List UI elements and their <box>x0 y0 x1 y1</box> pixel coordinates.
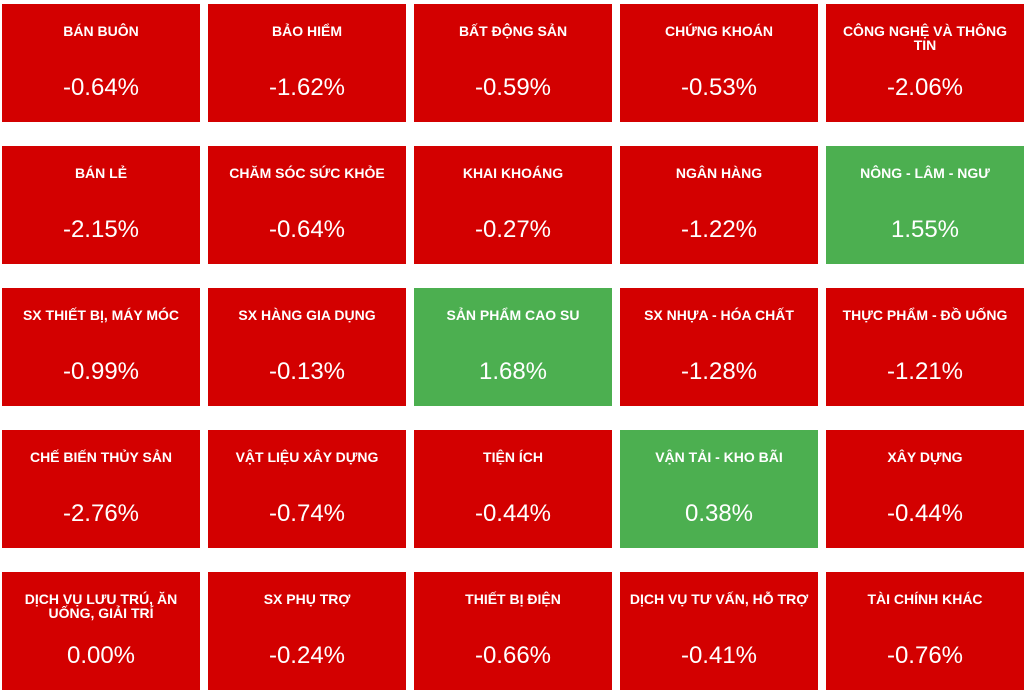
sector-name: THỰC PHẨM - ĐỒ UỐNG <box>842 307 1008 323</box>
sector-name: NÔNG - LÂM - NGƯ <box>860 165 990 181</box>
sector-change: -0.74% <box>268 500 346 527</box>
sector-name: TIỆN ÍCH <box>483 449 543 465</box>
sector-change: -0.66% <box>474 642 552 669</box>
sector-change: -1.62% <box>268 74 346 101</box>
sector-change: -0.13% <box>268 358 346 385</box>
sector-tile[interactable]: BẤT ĐỘNG SẢN -0.59% <box>414 4 612 122</box>
sector-name: XÂY DỰNG <box>887 449 963 465</box>
sector-change: 1.55% <box>890 216 960 243</box>
sector-change: 1.68% <box>478 358 548 385</box>
sector-change: -0.76% <box>886 642 964 669</box>
sector-tile[interactable]: SX THIẾT BỊ, MÁY MÓC -0.99% <box>2 288 200 406</box>
sector-tile[interactable]: THỰC PHẨM - ĐỒ UỐNG -1.21% <box>826 288 1024 406</box>
sector-name: CHẾ BIẾN THỦY SẢN <box>29 449 173 465</box>
sector-name: BÁN BUÔN <box>63 23 139 39</box>
sector-change: -1.22% <box>680 216 758 243</box>
sector-name: DỊCH VỤ LƯU TRÚ, ĂN UỐNG, GIẢI TRÍ <box>24 591 178 621</box>
sector-name: DỊCH VỤ TƯ VẤN, HỖ TRỢ <box>629 591 809 607</box>
sector-name: BẤT ĐỘNG SẢN <box>458 23 568 39</box>
sector-change: -2.76% <box>62 500 140 527</box>
sector-tile[interactable]: NÔNG - LÂM - NGƯ 1.55% <box>826 146 1024 264</box>
sector-change: -0.64% <box>268 216 346 243</box>
sector-change: -0.64% <box>62 74 140 101</box>
sector-tile[interactable]: SX HÀNG GIA DỤNG -0.13% <box>208 288 406 406</box>
sector-name: VẬT LIỆU XÂY DỰNG <box>235 449 379 465</box>
sector-name: SX NHỰA - HÓA CHẤT <box>644 307 794 323</box>
sector-tile[interactable]: CHĂM SÓC SỨC KHỎE -0.64% <box>208 146 406 264</box>
sector-name: TÀI CHÍNH KHÁC <box>867 591 983 607</box>
sector-tile[interactable]: VẬT LIỆU XÂY DỰNG -0.74% <box>208 430 406 548</box>
sector-name: CHỨNG KHOÁN <box>664 23 774 39</box>
sector-tile[interactable]: TIỆN ÍCH -0.44% <box>414 430 612 548</box>
sector-tile[interactable]: NGÂN HÀNG -1.22% <box>620 146 818 264</box>
sector-tile[interactable]: XÂY DỰNG -0.44% <box>826 430 1024 548</box>
sector-change: -0.41% <box>680 642 758 669</box>
sector-tile[interactable]: TÀI CHÍNH KHÁC -0.76% <box>826 572 1024 690</box>
sector-name: SX PHỤ TRỢ <box>263 591 351 607</box>
sector-change: -0.27% <box>474 216 552 243</box>
sector-change: -0.44% <box>474 500 552 527</box>
sector-tile[interactable]: VẬN TẢI - KHO BÃI 0.38% <box>620 430 818 548</box>
sector-change: -0.44% <box>886 500 964 527</box>
sector-change: 0.38% <box>684 500 754 527</box>
sector-tile[interactable]: KHAI KHOÁNG -0.27% <box>414 146 612 264</box>
sector-change: -2.06% <box>886 74 964 101</box>
sector-name: BẢO HIỂM <box>272 23 342 39</box>
sector-change: -1.28% <box>680 358 758 385</box>
sector-change: -1.21% <box>886 358 964 385</box>
sector-change: -0.53% <box>680 74 758 101</box>
sector-name: KHAI KHOÁNG <box>462 165 564 181</box>
sector-name: BÁN LẺ <box>74 165 128 181</box>
sector-name: SẢN PHẨM CAO SU <box>446 307 580 323</box>
sector-name: VẬN TẢI - KHO BÃI <box>655 449 783 465</box>
sector-name: THIẾT BỊ ĐIỆN <box>465 591 561 607</box>
sector-name: CÔNG NGHỆ VÀ THÔNG TIN <box>842 23 1008 53</box>
sector-tile[interactable]: CÔNG NGHỆ VÀ THÔNG TIN -2.06% <box>826 4 1024 122</box>
sector-name: NGÂN HÀNG <box>675 165 763 181</box>
sector-change: -0.24% <box>268 642 346 669</box>
sector-tile[interactable]: BẢO HIỂM -1.62% <box>208 4 406 122</box>
sector-change: -0.99% <box>62 358 140 385</box>
sector-tile[interactable]: CHỨNG KHOÁN -0.53% <box>620 4 818 122</box>
sector-change: -0.59% <box>474 74 552 101</box>
sector-tile[interactable]: SX PHỤ TRỢ -0.24% <box>208 572 406 690</box>
sector-change: 0.00% <box>66 642 136 669</box>
sector-tile[interactable]: CHẾ BIẾN THỦY SẢN -2.76% <box>2 430 200 548</box>
sector-tile[interactable]: SẢN PHẨM CAO SU 1.68% <box>414 288 612 406</box>
sector-name: CHĂM SÓC SỨC KHỎE <box>229 165 385 181</box>
sector-tile[interactable]: SX NHỰA - HÓA CHẤT -1.28% <box>620 288 818 406</box>
sector-tile[interactable]: DỊCH VỤ LƯU TRÚ, ĂN UỐNG, GIẢI TRÍ 0.00% <box>2 572 200 690</box>
sector-change: -2.15% <box>62 216 140 243</box>
sector-tile[interactable]: THIẾT BỊ ĐIỆN -0.66% <box>414 572 612 690</box>
sector-tile[interactable]: BÁN LẺ -2.15% <box>2 146 200 264</box>
sector-tile[interactable]: BÁN BUÔN -0.64% <box>2 4 200 122</box>
sector-name: SX HÀNG GIA DỤNG <box>238 307 376 323</box>
sector-name: SX THIẾT BỊ, MÁY MÓC <box>22 307 180 323</box>
sector-tile[interactable]: DỊCH VỤ TƯ VẤN, HỖ TRỢ -0.41% <box>620 572 818 690</box>
